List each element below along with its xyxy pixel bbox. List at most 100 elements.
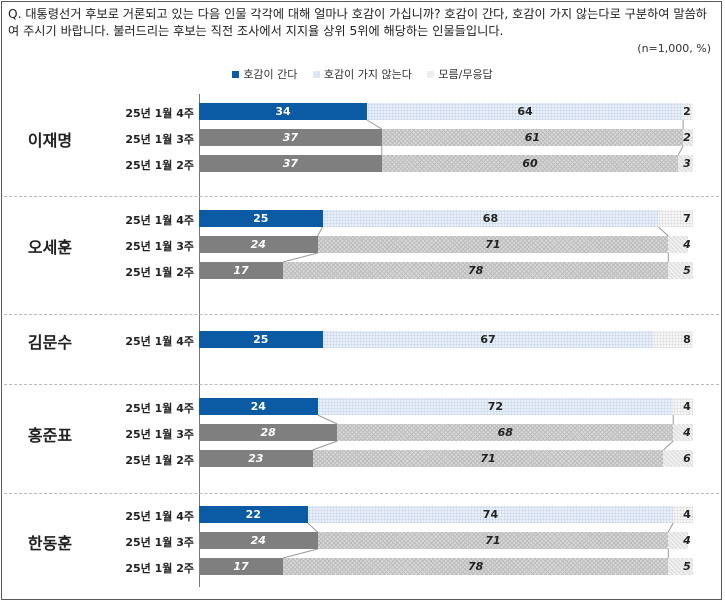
group-separator: [4, 314, 719, 315]
value-label: 4: [683, 238, 691, 251]
value-label: 8: [683, 333, 691, 346]
connector-line: [317, 226, 323, 237]
value-label: 68: [482, 212, 499, 225]
value-label: 34: [275, 105, 291, 118]
value-label: 4: [683, 534, 691, 547]
legend-item-unfavorable: 호감이 가지 않는다: [312, 66, 412, 82]
value-label: 28: [260, 426, 276, 439]
group-name: 한동훈: [27, 533, 73, 553]
value-label: 60: [522, 157, 538, 170]
bar-favorable: [199, 558, 283, 575]
row-label: 25년 1월 2주: [125, 562, 194, 575]
value-label: 71: [485, 238, 501, 251]
row-label: 25년 1월 2주: [125, 266, 194, 279]
group-name: 홍준표: [27, 425, 73, 445]
bar-dont-know: [673, 398, 693, 415]
bar-favorable: [199, 331, 323, 348]
value-label: 71: [480, 452, 496, 465]
bar-unfavorable: [307, 506, 674, 523]
row-label: 25년 1월 4주: [125, 402, 194, 415]
row-label: 25년 1월 3주: [125, 428, 194, 441]
value-label: 67: [480, 333, 496, 346]
value-label: 37: [282, 131, 299, 144]
bar-favorable: [199, 262, 283, 279]
value-label: 37: [282, 157, 299, 170]
row-label: 25년 1월 3주: [125, 133, 194, 146]
bar-unfavorable: [317, 236, 669, 253]
row-label: 25년 1월 4주: [125, 335, 194, 348]
value-label: 4: [683, 508, 691, 521]
value-label: 74: [482, 508, 499, 521]
bar-favorable: [199, 103, 367, 120]
row-label: 25년 1월 4주: [125, 510, 194, 523]
value-label: 78: [467, 264, 484, 277]
bar-unfavorable: [282, 558, 669, 575]
value-label: 22: [245, 508, 261, 521]
bar-dont-know: [683, 103, 693, 120]
bar-dont-know: [678, 155, 693, 172]
bar-favorable: [199, 129, 382, 146]
value-label: 17: [233, 264, 249, 277]
bar-favorable: [199, 155, 382, 172]
row-label: 25년 1월 4주: [125, 107, 194, 120]
row-label: 25년 1월 2주: [125, 159, 194, 172]
bar-unfavorable: [337, 424, 674, 441]
connector-line: [282, 252, 318, 263]
legend: 호감이 간다 호감이 가지 않는다 모름/무응답: [2, 66, 723, 82]
value-label: 2: [683, 131, 691, 144]
sample-note: (n=1,000, %): [637, 42, 711, 55]
value-label: 2: [683, 105, 691, 118]
group-name: 이재명: [27, 130, 73, 150]
group-separator: [4, 493, 719, 494]
legend-label-favorable: 호감이 간다: [243, 68, 298, 81]
connector-line: [663, 440, 674, 451]
value-label: 6: [683, 452, 691, 465]
value-label: 3: [683, 157, 691, 170]
bar-unfavorable: [322, 331, 654, 348]
bar-unfavorable: [381, 155, 679, 172]
connector-line: [317, 414, 338, 425]
value-label: 25: [253, 212, 269, 225]
connector-line: [366, 119, 383, 130]
bar-unfavorable: [312, 450, 664, 467]
bar-favorable: [199, 506, 308, 523]
legend-item-favorable: 호감이 간다: [232, 66, 297, 82]
row-label: 25년 1월 3주: [125, 536, 194, 549]
value-label: 78: [467, 560, 484, 573]
value-label: 64: [517, 105, 533, 118]
bar-favorable: [199, 532, 318, 549]
value-label: 72: [487, 400, 504, 413]
bar-dont-know: [653, 331, 693, 348]
bar-dont-know: [668, 262, 693, 279]
value-label: 61: [524, 131, 541, 144]
bar-unfavorable: [282, 262, 669, 279]
legend-swatch-favorable: [232, 70, 240, 78]
legend-swatch-dont-know: [427, 70, 435, 78]
bar-dont-know: [683, 129, 693, 146]
bar-unfavorable: [322, 210, 659, 227]
question-text: Q. 대통령선거 후보로 거론되고 있는 다음 인물 각각에 대해 얼마나 호감…: [8, 7, 708, 38]
legend-label-unfavorable: 호감이 가지 않는다: [323, 68, 412, 81]
group-separator: [4, 196, 719, 197]
bar-dont-know: [658, 210, 693, 227]
connector-line: [658, 226, 669, 237]
value-label: 24: [250, 400, 266, 413]
group-separator: [4, 384, 719, 385]
bar-dont-know: [673, 506, 693, 523]
connector-line: [677, 145, 684, 156]
connector-line: [282, 548, 318, 559]
value-label: 68: [497, 426, 513, 439]
bar-dont-know: [673, 424, 693, 441]
bar-dont-know: [663, 450, 693, 467]
group-name: 오세훈: [27, 237, 73, 257]
value-label: 25: [253, 333, 269, 346]
bar-unfavorable: [317, 532, 669, 549]
legend-label-dont-know: 모름/무응답: [438, 68, 493, 81]
bar-favorable: [199, 210, 323, 227]
bar-favorable: [199, 450, 313, 467]
value-label: 7: [683, 212, 691, 225]
value-label: 71: [485, 534, 501, 547]
value-label: 5: [683, 264, 691, 277]
bar-unfavorable: [317, 398, 674, 415]
